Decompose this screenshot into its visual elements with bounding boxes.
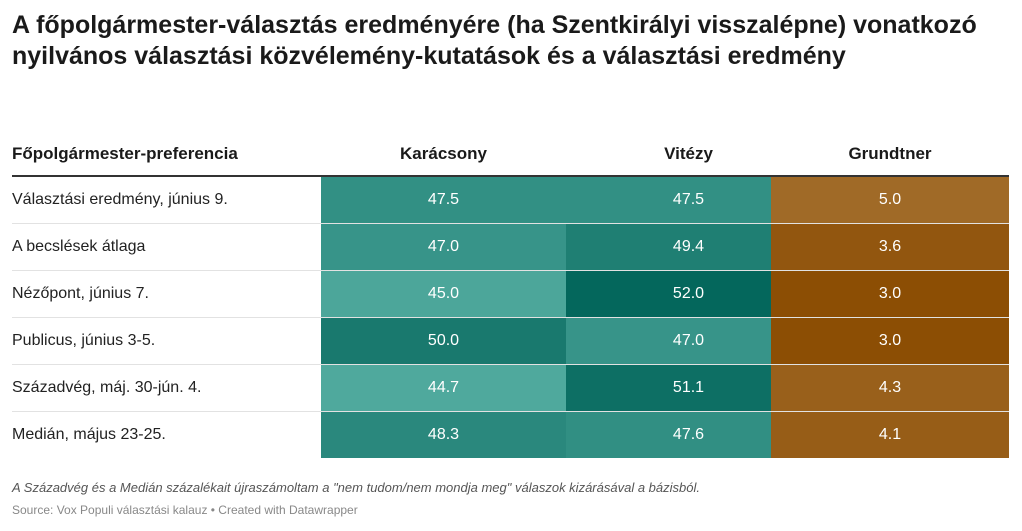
- column-header-vitezy: Vitézy: [664, 144, 713, 163]
- row-label: Századvég, máj. 30-jún. 4.: [12, 379, 202, 396]
- row-label: Nézőpont, június 7.: [12, 285, 149, 302]
- table-row: Századvég, máj. 30-jún. 4. 44.7 51.1 4.3: [12, 365, 1009, 412]
- cell-karacsony: 44.7: [321, 365, 566, 411]
- table-header: Főpolgármester-preferencia Karácsony Vit…: [12, 134, 1009, 177]
- cell-vitezy: 52.0: [566, 271, 811, 317]
- cell-vitezy: 51.1: [566, 365, 811, 411]
- cell-karacsony: 47.0: [321, 224, 566, 270]
- cell-grundtner: 3.0: [771, 271, 1009, 317]
- cell-grundtner: 4.3: [771, 365, 1009, 411]
- cell-vitezy: 49.4: [566, 224, 811, 270]
- row-label: Medián, május 23-25.: [12, 426, 166, 443]
- heatmap-table: Főpolgármester-preferencia Karácsony Vit…: [12, 134, 1009, 458]
- cell-karacsony: 48.3: [321, 412, 566, 458]
- cell-vitezy: 47.6: [566, 412, 811, 458]
- cell-grundtner: 5.0: [771, 177, 1009, 223]
- cell-vitezy: 47.5: [566, 177, 811, 223]
- table-row: A becslések átlaga 47.0 49.4 3.6: [12, 224, 1009, 271]
- cell-karacsony: 45.0: [321, 271, 566, 317]
- cell-grundtner: 3.0: [771, 318, 1009, 364]
- cell-grundtner: 3.6: [771, 224, 1009, 270]
- row-header: Főpolgármester-preferencia: [12, 144, 238, 163]
- row-label: A becslések átlaga: [12, 238, 146, 255]
- table-row: Nézőpont, június 7. 45.0 52.0 3.0: [12, 271, 1009, 318]
- column-header-grundtner: Grundtner: [848, 144, 932, 163]
- cell-vitezy: 47.0: [566, 318, 811, 364]
- cell-karacsony: 50.0: [321, 318, 566, 364]
- table-row: Választási eredmény, június 9. 47.5 47.5…: [12, 177, 1009, 224]
- row-label: Választási eredmény, június 9.: [12, 191, 228, 208]
- source-credit: Source: Vox Populi választási kalauz • C…: [12, 503, 358, 517]
- cell-karacsony: 47.5: [321, 177, 566, 223]
- table-row: Medián, május 23-25. 48.3 47.6 4.1: [12, 412, 1009, 458]
- footnote: A Századvég és a Medián százalékait újra…: [12, 480, 700, 495]
- column-header-karacsony: Karácsony: [400, 144, 487, 163]
- table-row: Publicus, június 3-5. 50.0 47.0 3.0: [12, 318, 1009, 365]
- row-label: Publicus, június 3-5.: [12, 332, 156, 349]
- cell-grundtner: 4.1: [771, 412, 1009, 458]
- chart-title: A főpolgármester-választás eredményére (…: [12, 11, 977, 70]
